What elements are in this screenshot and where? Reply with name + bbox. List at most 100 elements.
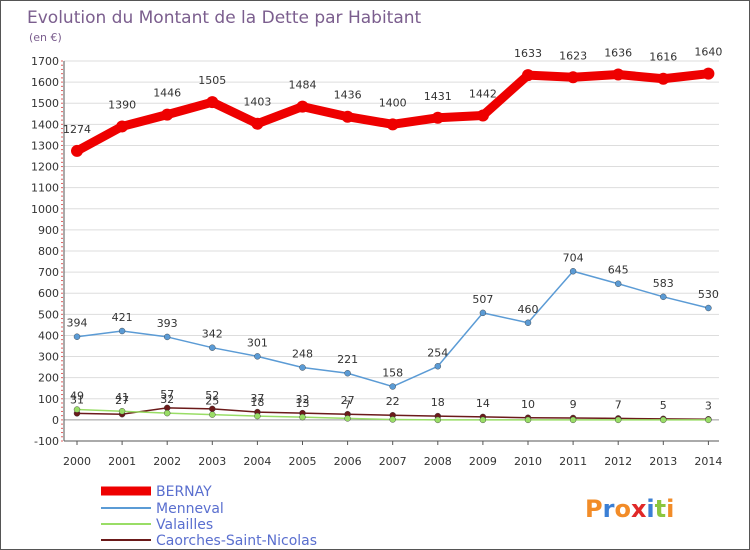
y-tick-label: 700 <box>38 266 59 279</box>
y-tick-label: 0 <box>52 414 59 427</box>
data-label: 25 <box>205 395 219 408</box>
data-point <box>341 110 354 123</box>
data-label: 7 <box>615 398 622 411</box>
data-point <box>615 280 622 287</box>
data-label: 1505 <box>198 74 226 87</box>
logo-text: Proxiti <box>585 495 674 523</box>
legend: BERNAYMennevalValaillesCaorches-Saint-Ni… <box>101 484 317 549</box>
data-label: 342 <box>202 328 223 341</box>
data-point <box>163 333 171 341</box>
data-point <box>479 416 487 424</box>
y-tick-label: 800 <box>38 245 59 258</box>
data-point <box>434 363 441 370</box>
data-label: 49 <box>70 390 84 403</box>
data-label: 394 <box>67 317 88 330</box>
data-label: 14 <box>476 397 490 410</box>
grid <box>64 60 719 442</box>
data-point <box>299 364 306 371</box>
data-label: 1431 <box>424 90 452 103</box>
data-label: 530 <box>698 288 719 301</box>
data-point <box>705 304 712 312</box>
chart-subtitle: (en €) <box>29 31 62 44</box>
y-tick-label: 1200 <box>31 161 59 174</box>
x-tick-label: 2009 <box>469 455 497 468</box>
data-label: 1403 <box>243 96 271 109</box>
data-label: 1442 <box>469 87 497 100</box>
y-tick-label: 200 <box>38 372 59 385</box>
y-tick-label: 600 <box>38 287 59 300</box>
data-label: 645 <box>608 264 629 277</box>
data-label: 27 <box>341 394 355 407</box>
y-tick-label: 100 <box>38 393 59 406</box>
data-label: 221 <box>337 353 358 366</box>
data-point <box>73 406 81 413</box>
data-label: 1640 <box>694 46 722 59</box>
legend-item: BERNAY <box>101 484 212 500</box>
legend-label: BERNAY <box>156 484 212 500</box>
x-tick-label: 2014 <box>694 455 722 468</box>
x-tick-label: 2006 <box>334 455 362 468</box>
data-label: 460 <box>518 303 539 316</box>
y-tick-label: 1300 <box>31 139 59 152</box>
data-point <box>344 415 351 422</box>
x-tick-label: 2011 <box>559 455 587 468</box>
x-tick-label: 2007 <box>379 455 407 468</box>
data-label: 57 <box>160 388 174 401</box>
data-point <box>209 344 216 351</box>
data-label: 22 <box>386 395 400 408</box>
data-point <box>73 333 81 340</box>
data-point <box>118 408 126 415</box>
data-label: 52 <box>205 389 219 402</box>
legend-label: Caorches-Saint-Nicolas <box>156 533 317 549</box>
y-tick-label: 900 <box>38 224 59 237</box>
data-point <box>161 108 174 121</box>
data-point <box>299 413 306 421</box>
data-point <box>296 100 309 113</box>
legend-label: Valailles <box>156 517 213 533</box>
data-label: 1623 <box>559 49 587 62</box>
legend-label: Menneval <box>156 501 224 517</box>
data-label: 32 <box>160 393 174 406</box>
data-point <box>431 111 444 124</box>
data-point <box>389 416 396 423</box>
x-tick-label: 2010 <box>514 455 542 468</box>
data-point <box>116 120 129 133</box>
data-label: 1400 <box>379 96 407 109</box>
data-point <box>251 117 264 130</box>
data-point <box>524 416 532 424</box>
data-label: 704 <box>563 251 584 264</box>
data-label: 18 <box>431 396 445 409</box>
y-tick-label: -100 <box>34 435 59 448</box>
data-point <box>118 327 126 335</box>
data-point <box>705 416 712 424</box>
data-point <box>71 144 83 157</box>
axes: -100 0 100 200 300 400 500 600 700 800 900 1000 1100… <box>31 55 722 468</box>
data-point <box>476 109 489 122</box>
data-label: 9 <box>570 398 577 411</box>
y-tick-label: 1100 <box>31 182 59 195</box>
data-label: 507 <box>472 293 493 306</box>
data-point <box>524 319 532 326</box>
legend-item: Caorches-Saint-Nicolas <box>101 533 317 549</box>
y-tick-label: 1700 <box>31 55 59 68</box>
legend-item: Menneval <box>101 501 224 517</box>
data-label: 7 <box>344 398 351 411</box>
data-label: 393 <box>157 317 178 330</box>
data-point <box>612 68 625 81</box>
data-label: 13 <box>296 397 310 410</box>
proxiti-logo: Proxiti <box>585 495 674 523</box>
y-tick-label: 1600 <box>31 76 59 89</box>
data-label: 37 <box>250 392 264 405</box>
data-label: 27 <box>115 394 129 407</box>
y-tick-label: 1000 <box>31 203 59 216</box>
x-tick-label: 2001 <box>108 455 136 468</box>
y-tick-label: 1400 <box>31 118 59 131</box>
x-tick-label: 2013 <box>649 455 677 468</box>
data-label: 254 <box>427 346 448 359</box>
data-point <box>522 69 534 82</box>
data-label: 5 <box>660 399 667 412</box>
x-tick-label: 2004 <box>243 455 271 468</box>
data-label: 248 <box>292 348 313 361</box>
